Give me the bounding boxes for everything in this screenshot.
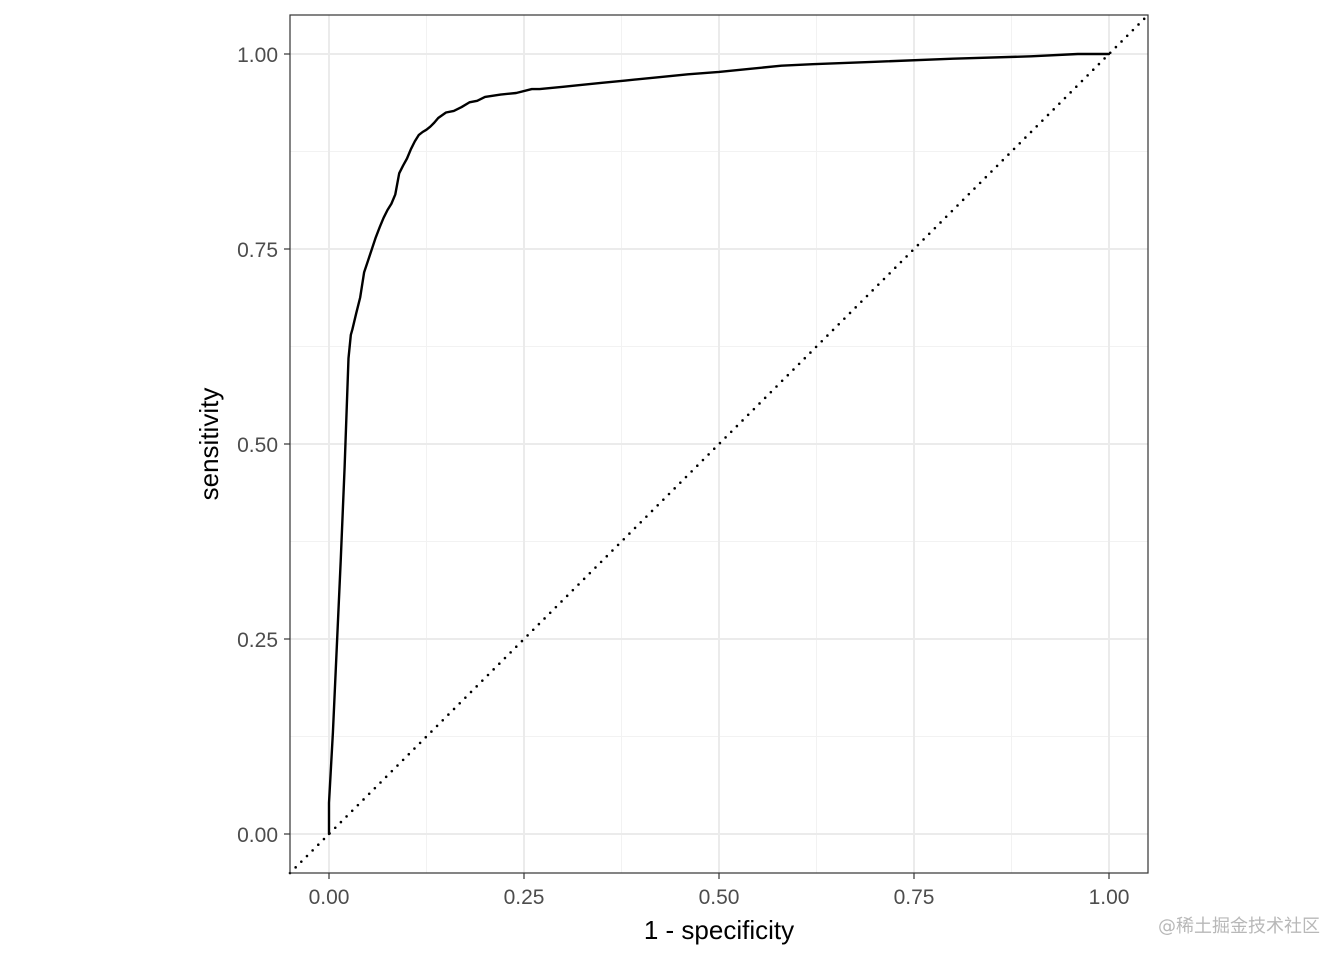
x-tick-label: 1.00 xyxy=(1089,886,1130,909)
y-tick-label: 0.25 xyxy=(237,629,278,652)
y-tick-label: 0.00 xyxy=(237,824,278,847)
x-tick-label: 0.25 xyxy=(504,886,545,909)
series-layer xyxy=(288,13,1150,875)
x-tick-label: 0.00 xyxy=(309,886,350,909)
x-axis-title: 1 - specificity xyxy=(644,915,794,945)
x-tick-label: 0.75 xyxy=(894,886,935,909)
watermark-text: @稀土掘金技术社区 xyxy=(1158,916,1320,937)
x-tick-label: 0.50 xyxy=(699,886,740,909)
y-tick-label: 1.00 xyxy=(237,44,278,67)
y-tick-label: 0.75 xyxy=(237,239,278,262)
major-gridlines xyxy=(290,15,1148,873)
y-axis: 0.00 0.25 0.50 0.75 1.00 xyxy=(237,44,290,847)
x-axis: 0.00 0.25 0.50 0.75 1.00 xyxy=(309,873,1130,909)
roc-curve-line xyxy=(327,52,1111,836)
y-tick-label: 0.50 xyxy=(237,434,278,457)
y-axis-title: sensitivity xyxy=(194,388,224,501)
